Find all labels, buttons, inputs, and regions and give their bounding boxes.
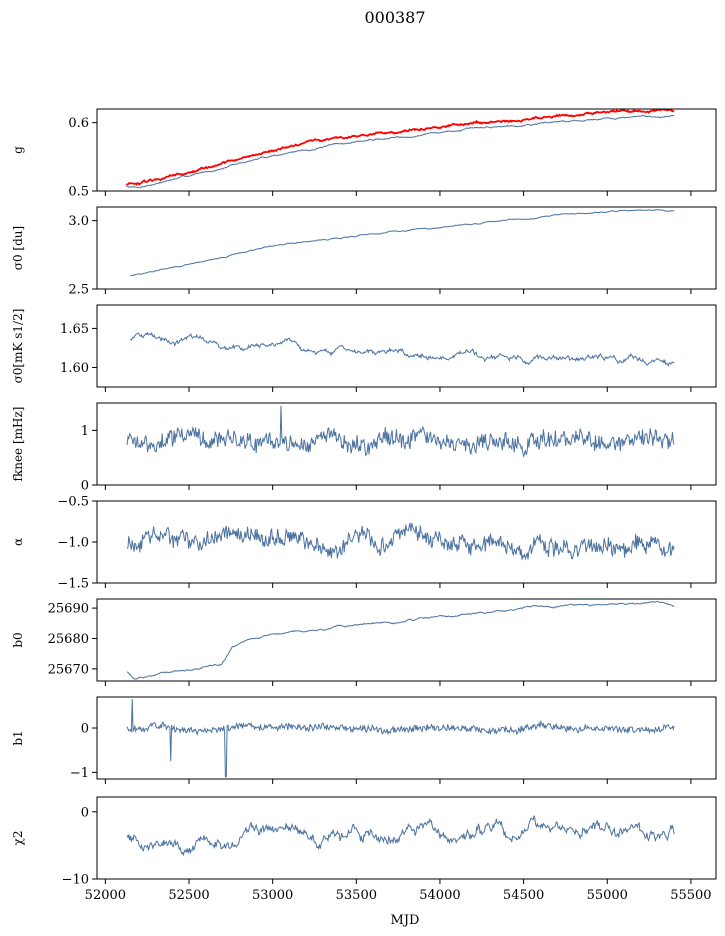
y-axis-label: α	[11, 538, 25, 546]
y-tick-label: 0	[81, 722, 89, 737]
y-axis-label: σ0 [du]	[11, 226, 25, 270]
panels: 0.5 0.6 g 2.5 3.0 σ0 [du] 1.60 1.65 σ0[mK s1/2] 0…	[11, 108, 717, 903]
y-tick-label: −0.5	[57, 495, 89, 510]
y-tick-label: −10	[62, 873, 89, 888]
y-tick-label: −1.5	[57, 577, 89, 592]
y-axis-label: g	[11, 146, 25, 154]
series-line-sigma0_mK-0	[130, 331, 675, 367]
y-axis-label: χ2	[11, 831, 25, 846]
axes-frame	[96, 108, 717, 192]
x-tick-label: 52500	[168, 888, 209, 903]
series-line-fknee-0	[126, 405, 675, 459]
axes-frame	[96, 206, 717, 290]
series-line-b0-0	[126, 600, 675, 680]
x-tick-label: 55500	[670, 888, 711, 903]
y-axis-label: fknee [mHz]	[11, 407, 25, 482]
series-line-chi2-0	[126, 815, 675, 857]
y-tick-label: 25690	[48, 602, 89, 617]
figure-title: 000387	[364, 8, 425, 27]
y-axis-label: b1	[11, 730, 25, 745]
x-tick-label: 52000	[85, 888, 126, 903]
y-tick-label: 0.6	[68, 116, 89, 131]
panel-sigma0_du: 2.5 3.0 σ0 [du]	[11, 206, 717, 298]
x-tick-label: 54500	[503, 888, 544, 903]
panel-sigma0_mK: 1.60 1.65 σ0[mK s1/2]	[11, 304, 717, 392]
x-tick-label: 53000	[252, 888, 293, 903]
y-tick-label: 25670	[48, 662, 89, 677]
y-tick-label: 1.60	[60, 361, 89, 376]
panel-b0: 25670 25680 25690 b0	[11, 598, 717, 686]
series-line-sigma0_du-0	[130, 209, 675, 277]
axes-frame	[96, 796, 717, 880]
series-line-b1-0	[126, 699, 675, 778]
y-tick-label: 25680	[48, 632, 89, 647]
panel-alpha: −1.5 −1.0 −0.5 α	[11, 495, 717, 592]
y-tick-label: 1	[81, 424, 89, 439]
series-line-g-0	[126, 114, 675, 189]
y-tick-label: 2.5	[68, 283, 89, 298]
y-tick-label: 1.65	[60, 322, 89, 337]
y-tick-label: −1.0	[57, 536, 89, 551]
axes-frame	[96, 696, 717, 780]
series-line-alpha-0	[126, 522, 675, 561]
series-line-g-1	[125, 109, 675, 186]
axes-frame	[96, 402, 717, 486]
x-tick-label: 55000	[587, 888, 628, 903]
x-axis-label: MJD	[391, 913, 420, 928]
axes-frame	[96, 598, 717, 682]
y-tick-label: −1	[70, 766, 89, 781]
panel-chi2: −10 0 χ2	[11, 796, 717, 888]
y-tick-label: 0.5	[68, 185, 89, 200]
y-axis-label: b0	[11, 632, 25, 647]
y-tick-label: 0	[81, 479, 89, 494]
x-tick-label: 54000	[419, 888, 460, 903]
y-tick-label: 0	[81, 805, 89, 820]
y-tick-label: 3.0	[68, 214, 89, 229]
panel-g: 0.5 0.6 g	[11, 108, 717, 200]
panel-b1: −1 0 b1	[11, 696, 717, 784]
axes-frame	[96, 304, 717, 388]
x-tick-label: 53500	[336, 888, 377, 903]
panel-fknee: 0 1 fknee [mHz]	[11, 402, 717, 494]
y-axis-label: σ0[mK s1/2]	[11, 309, 25, 384]
